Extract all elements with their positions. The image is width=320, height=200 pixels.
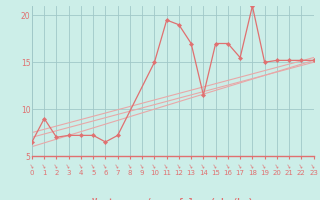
Text: ↓: ↓ [224,163,231,170]
Text: ↓: ↓ [53,163,60,170]
Text: ↓: ↓ [126,163,133,170]
Text: ↓: ↓ [102,163,109,170]
Text: Vent moyen/en rafales ( km/h ): Vent moyen/en rafales ( km/h ) [92,198,253,200]
Text: ↓: ↓ [310,163,317,170]
Text: ↓: ↓ [298,163,305,170]
Text: ↓: ↓ [200,163,207,170]
Text: ↓: ↓ [236,163,244,170]
Text: ↓: ↓ [163,163,170,170]
Text: ↓: ↓ [139,163,146,170]
Text: ↓: ↓ [285,163,292,170]
Text: ↓: ↓ [212,163,219,170]
Text: ↓: ↓ [175,163,182,170]
Text: ↓: ↓ [90,163,97,170]
Text: ↓: ↓ [261,163,268,170]
Text: ↓: ↓ [41,163,48,170]
Text: ↓: ↓ [65,163,72,170]
Text: ↓: ↓ [273,163,280,170]
Text: ↓: ↓ [188,163,195,170]
Text: ↓: ↓ [77,163,84,170]
Text: ↓: ↓ [151,163,158,170]
Text: ↓: ↓ [114,163,121,170]
Text: ↓: ↓ [249,163,256,170]
Text: ↓: ↓ [28,163,36,170]
